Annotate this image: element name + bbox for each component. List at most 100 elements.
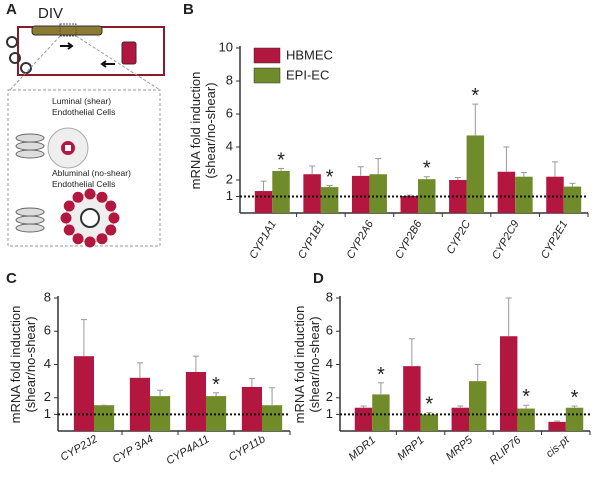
- bar: [497, 171, 516, 213]
- bar: [185, 371, 206, 431]
- y-tick-label: 6: [326, 323, 333, 338]
- y-tick-label: 10: [219, 39, 233, 54]
- cell: [72, 233, 84, 245]
- diagram-title: DIV: [38, 5, 63, 22]
- x-tick-label: CYP1B1: [296, 219, 327, 262]
- x-tick-label: CYP2A6: [345, 218, 377, 261]
- legend-label: EPI-EC: [286, 67, 329, 82]
- legend-label: HBMEC: [286, 47, 333, 62]
- x-tick-label: CYP11b: [227, 433, 268, 463]
- y-tick-label: 4: [326, 356, 333, 371]
- y-tick-label: 4: [226, 138, 233, 153]
- y-tick-label: 2: [326, 389, 333, 404]
- cartridge: [31, 25, 103, 36]
- cell: [60, 212, 72, 224]
- cell: [105, 200, 117, 212]
- bar: [563, 186, 582, 213]
- significance-marker: *: [425, 394, 433, 416]
- bar: [548, 421, 566, 431]
- significance-marker: *: [423, 158, 431, 180]
- x-tick-label: CYP2C: [444, 218, 473, 256]
- y-tick-label: 6: [44, 323, 51, 338]
- zoom-lines: [9, 35, 161, 91]
- bar: [372, 394, 390, 431]
- bar: [400, 196, 418, 213]
- cell: [72, 191, 84, 203]
- bar: [499, 336, 518, 431]
- y-axis-label: (shear/no-shear): [203, 82, 218, 178]
- bar: [403, 366, 421, 431]
- fiber-bundle: [15, 133, 45, 233]
- bar: [517, 408, 535, 431]
- arrow: [60, 42, 74, 50]
- arrow: [100, 60, 115, 68]
- bar: [272, 170, 290, 213]
- cell: [84, 236, 96, 248]
- y-tick-label: 6: [226, 105, 233, 120]
- y-tick-label: 1: [326, 406, 333, 421]
- significance-marker: *: [326, 166, 334, 188]
- cell: [63, 200, 75, 212]
- cell: [108, 212, 120, 224]
- abluminal-label: Abluminal (no-shear): [52, 168, 131, 178]
- x-tick-label: RLIP76: [487, 434, 523, 467]
- significance-marker: *: [571, 387, 579, 409]
- fiber: [80, 208, 100, 228]
- bar: [262, 405, 283, 431]
- cell: [63, 224, 75, 236]
- luminal-label: Endothelial Cells: [52, 107, 115, 117]
- bar: [451, 407, 469, 431]
- panel-label: C: [6, 270, 17, 287]
- x-tick-label: MDR1: [347, 434, 379, 463]
- bar: [420, 414, 439, 431]
- bar: [129, 377, 150, 431]
- pump: [9, 52, 21, 64]
- x-tick-label: CYP4A11: [164, 433, 211, 467]
- panel-label: D: [313, 270, 324, 287]
- y-axis-label: mRNA fold induction: [188, 72, 203, 190]
- pump: [6, 36, 18, 48]
- significance-marker: *: [377, 364, 385, 386]
- y-tick-label: 8: [44, 289, 51, 304]
- x-tick-label: CYP2B6: [393, 218, 425, 261]
- cell: [84, 188, 96, 200]
- y-tick-label: 2: [44, 389, 51, 404]
- bar: [320, 187, 339, 213]
- x-tick-label: CYP2C9: [490, 219, 522, 262]
- bar: [303, 174, 321, 213]
- cell: [105, 224, 117, 236]
- significance-marker: *: [277, 149, 285, 171]
- bar: [515, 176, 533, 213]
- bar: [369, 174, 387, 213]
- y-tick-label: 2: [226, 171, 233, 186]
- x-tick-label: CYP2E1: [539, 219, 570, 262]
- x-tick-label: MRP5: [444, 434, 476, 463]
- cell: [96, 191, 108, 203]
- y-tick-label: 4: [44, 356, 51, 371]
- y-tick-label: 1: [44, 406, 51, 421]
- cell-core: [65, 145, 71, 151]
- zoom-box: [59, 23, 77, 37]
- luminal-label: Luminal (shear): [52, 96, 111, 106]
- bar: [206, 396, 227, 431]
- bar: [241, 386, 262, 431]
- x-tick-label: cis-pt: [544, 433, 573, 460]
- bar: [150, 396, 171, 431]
- reservoir: [121, 41, 137, 65]
- y-axis-label: (shear/no-shear): [307, 316, 322, 412]
- bar: [254, 191, 273, 213]
- abluminal-label: Endothelial Cells: [52, 179, 115, 189]
- bar: [351, 175, 370, 213]
- bar: [418, 179, 436, 213]
- x-tick-label: CYP1A1: [247, 219, 278, 262]
- bar: [354, 407, 373, 431]
- significance-marker: *: [471, 85, 479, 107]
- significance-marker: *: [212, 374, 220, 396]
- pump: [20, 62, 32, 74]
- y-tick-label: 1: [226, 188, 233, 203]
- x-tick-label: MRP1: [395, 434, 426, 463]
- y-tick-label: 8: [326, 289, 333, 304]
- bar: [94, 405, 115, 431]
- cell-ring: [60, 188, 120, 248]
